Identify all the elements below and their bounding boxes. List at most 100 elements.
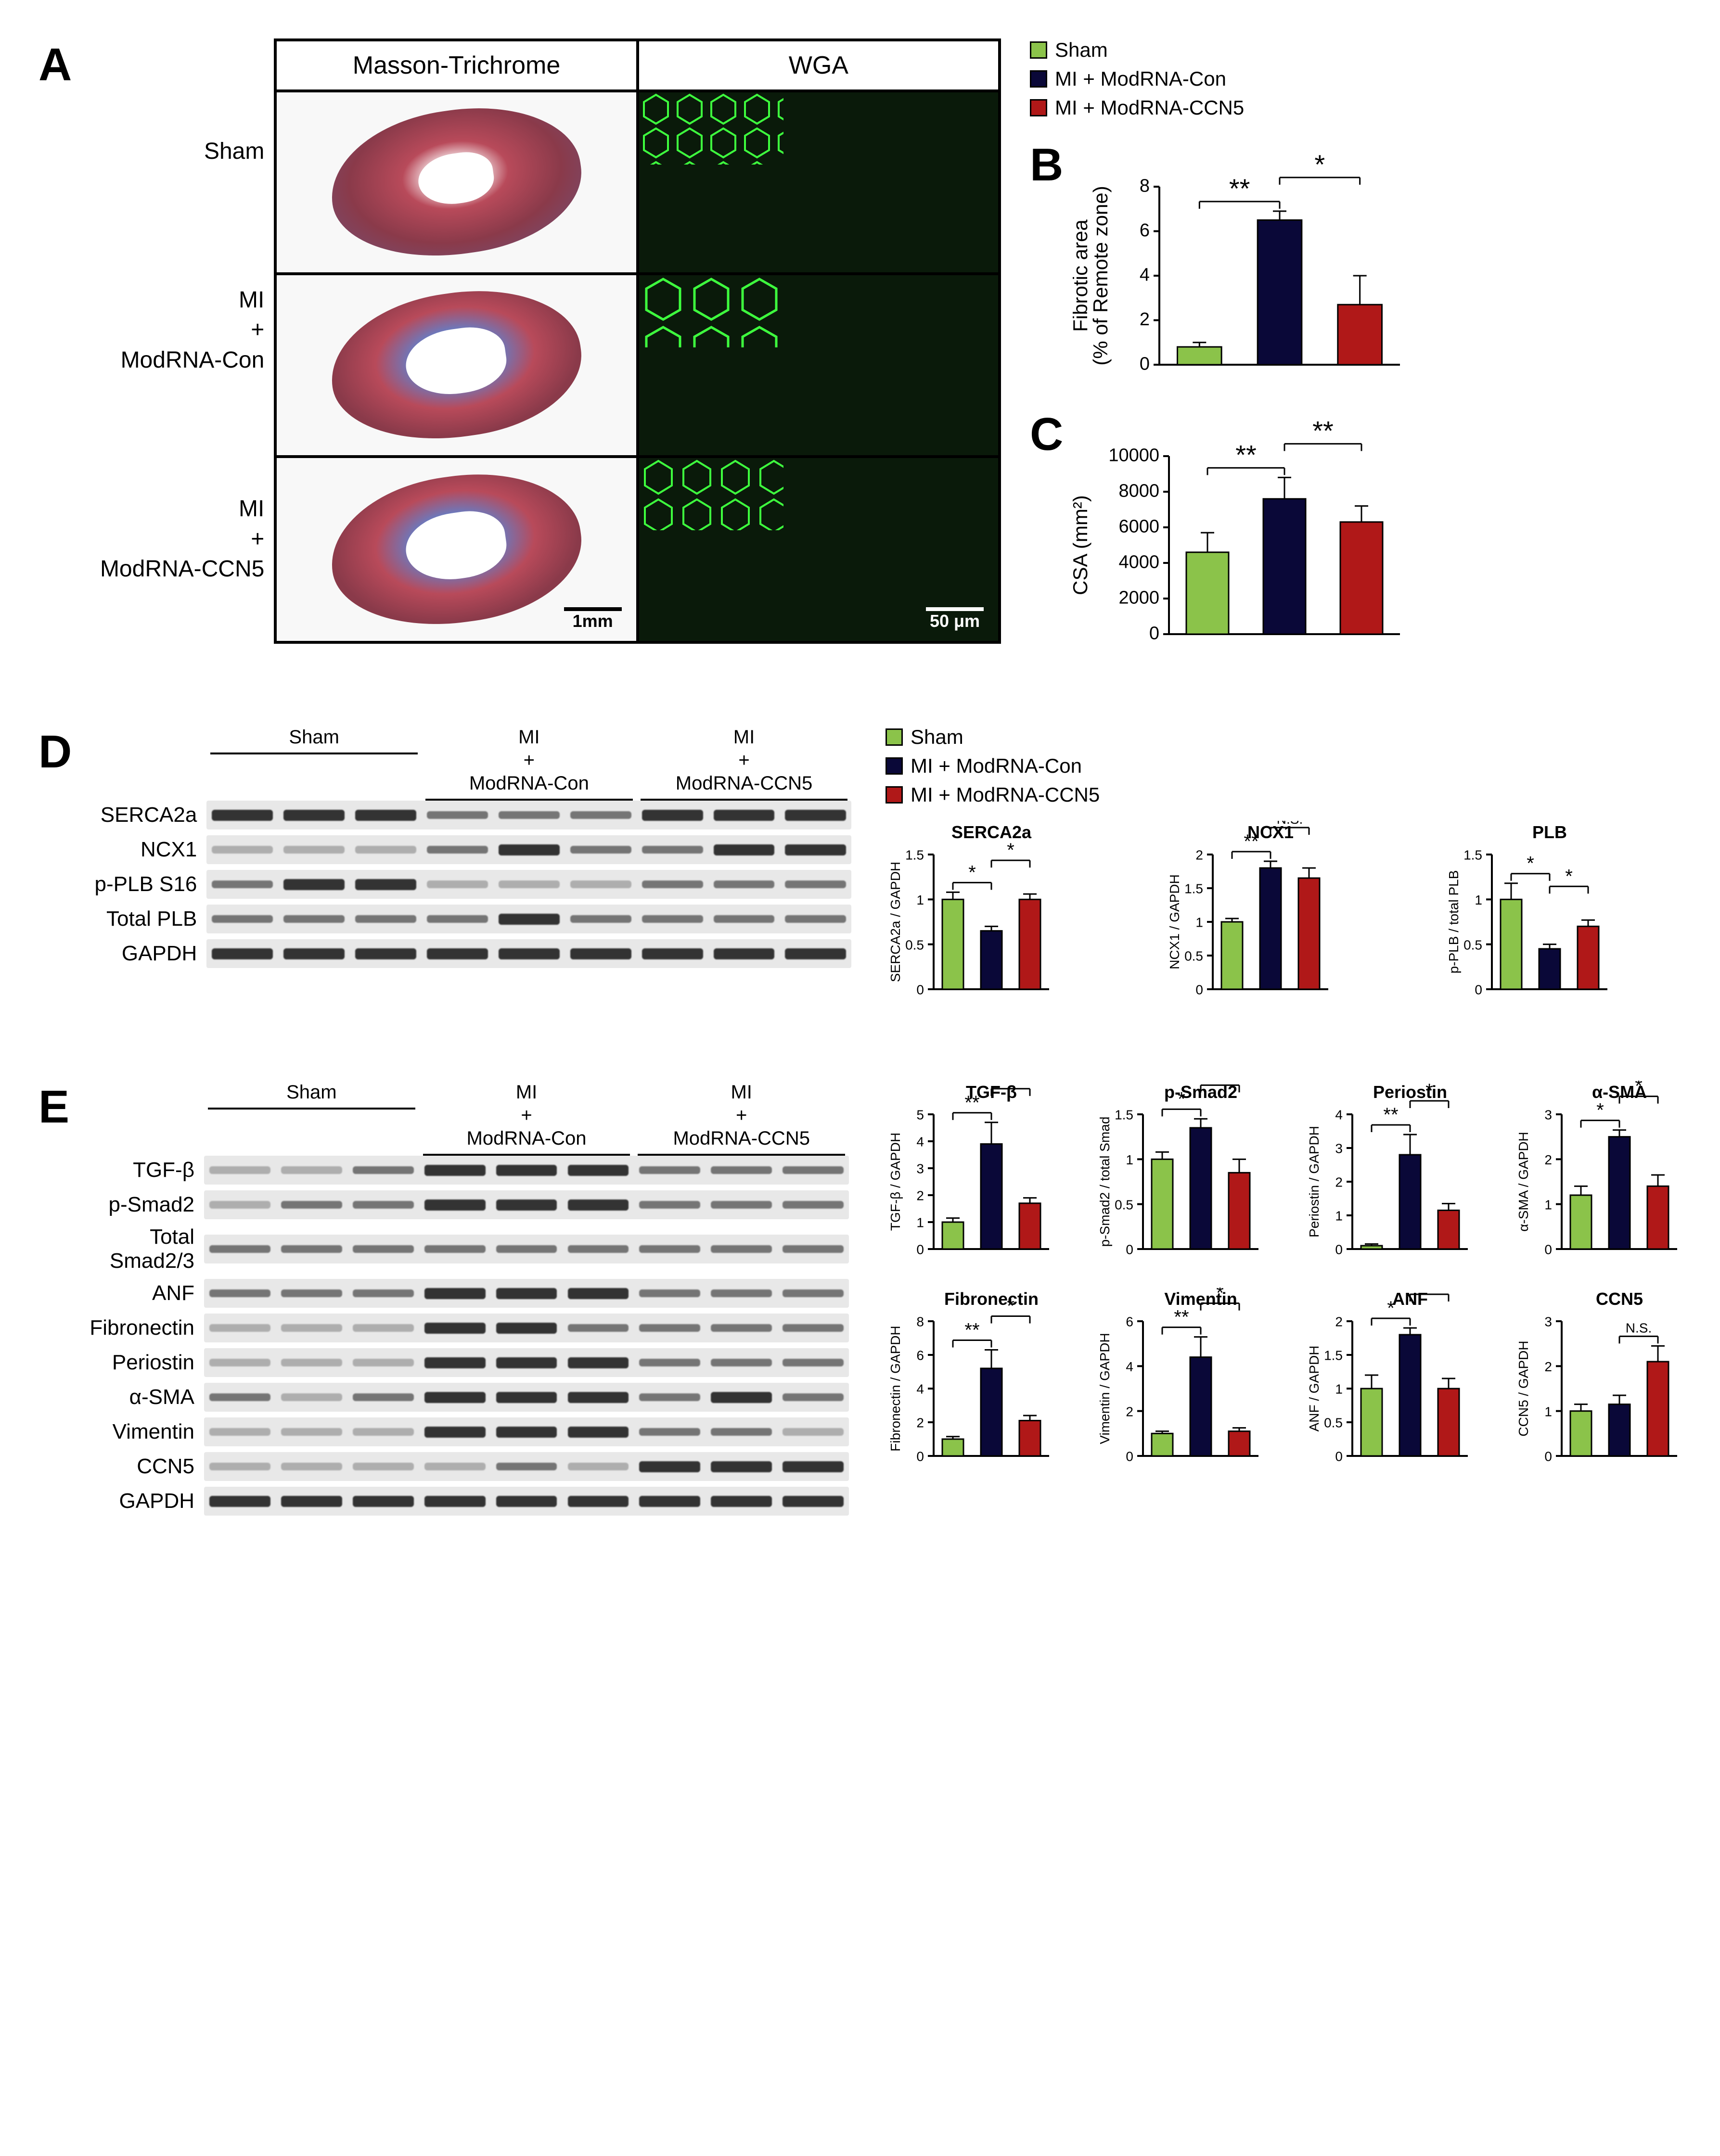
- blot-lane: [421, 1158, 489, 1183]
- blot-lane: [349, 1315, 417, 1340]
- svg-text:**: **: [1383, 1104, 1398, 1125]
- blot-band: [283, 879, 345, 890]
- svg-text:Fibronectin / GAPDH: Fibronectin / GAPDH: [888, 1326, 903, 1451]
- blot-group-header: Sham: [206, 726, 422, 801]
- blot-band: [783, 1359, 844, 1366]
- svg-text:6: 6: [1140, 220, 1150, 241]
- col-header-wga: WGA: [639, 41, 998, 89]
- blot-lane: [424, 906, 491, 931]
- svg-text:0: 0: [1149, 624, 1159, 644]
- blot-band: [499, 880, 560, 888]
- blot-lane: [636, 1315, 704, 1340]
- legend-label: MI + ModRNA-CCN5: [1055, 96, 1244, 119]
- blot-band: [212, 915, 273, 923]
- blot-row: α-SMA: [79, 1383, 849, 1412]
- panel-e-quant: 012345***TGF-β / GAPDHTGF-β00.511.5**p-S…: [886, 1081, 1704, 1480]
- blot-lane: [782, 906, 849, 931]
- blot-band: [212, 846, 273, 854]
- svg-text:0: 0: [1126, 1242, 1133, 1257]
- blot-band: [642, 948, 703, 959]
- blot-band: [639, 1496, 700, 1507]
- blot-band: [783, 1393, 844, 1401]
- blot-lane: [493, 1281, 561, 1306]
- blot-lane: [779, 1237, 847, 1262]
- blot-lane: [707, 1281, 775, 1306]
- blot-band: [209, 1496, 270, 1507]
- panel-a-label: A: [39, 38, 72, 644]
- blot-band: [353, 1359, 414, 1366]
- blot-band: [642, 880, 703, 888]
- blot-lane: [639, 941, 706, 966]
- svg-text:4: 4: [916, 1382, 924, 1397]
- svg-text:2: 2: [1544, 1359, 1552, 1374]
- blot-band: [639, 1324, 700, 1332]
- blot-row: p-Smad2: [79, 1190, 849, 1219]
- svg-text:1: 1: [1195, 915, 1203, 930]
- blot-label: Fibronectin: [79, 1316, 204, 1340]
- blot-lane: [636, 1454, 704, 1479]
- blot-lane: [710, 941, 778, 966]
- svg-text:0: 0: [1335, 1449, 1343, 1464]
- blot-lane: [707, 1315, 775, 1340]
- blot-band: [355, 846, 416, 854]
- blot-lane: [278, 1237, 346, 1262]
- blot-lane: [639, 906, 706, 931]
- blot-lane: [278, 1350, 346, 1375]
- blot-lane: [278, 1454, 346, 1479]
- blot-band: [639, 1461, 700, 1472]
- blot-row: TGF-β: [79, 1156, 849, 1185]
- blot-band: [783, 1166, 844, 1174]
- blot-lane: [206, 1489, 274, 1514]
- blot-band: [642, 846, 703, 854]
- legend-d: ShamMI + ModRNA-ConMI + ModRNA-CCN5: [886, 726, 1704, 806]
- svg-text:0: 0: [1335, 1242, 1343, 1257]
- blot-band: [353, 1245, 414, 1253]
- blot-group-header: MI+ModRNA-CCN5: [637, 726, 852, 801]
- blot-label: GAPDH: [81, 942, 206, 966]
- blot-band: [355, 879, 416, 890]
- blot-lane: [352, 941, 420, 966]
- svg-text:*: *: [1007, 840, 1014, 861]
- blot-band: [711, 1324, 772, 1332]
- blot-lane: [208, 941, 276, 966]
- svg-text:1: 1: [1475, 893, 1482, 907]
- blot-band: [711, 1428, 772, 1436]
- blot-lane: [564, 1489, 632, 1514]
- blot-band: [281, 1201, 342, 1209]
- blot-band: [711, 1359, 772, 1366]
- blot-band: [281, 1463, 342, 1470]
- blot-lane: [636, 1385, 704, 1410]
- blot-lane: [349, 1489, 417, 1514]
- svg-text:4: 4: [1140, 265, 1150, 285]
- histology-grid: Masson-Trichrome WGA: [274, 38, 1001, 644]
- wga-con: [639, 275, 998, 455]
- blot-lane: [779, 1489, 847, 1514]
- blot-band: [783, 1201, 844, 1209]
- svg-text:3: 3: [1335, 1141, 1343, 1156]
- quant-chart: 0123**α-SMA / GAPDHα-SMA: [1514, 1081, 1704, 1273]
- blot-lane: [349, 1385, 417, 1410]
- legend-item: MI + ModRNA-CCN5: [886, 783, 1704, 806]
- blot-label: p-PLB S16: [81, 872, 206, 896]
- blot-lane: [707, 1192, 775, 1217]
- blot-lane: [206, 1350, 274, 1375]
- blot-lane: [564, 1350, 632, 1375]
- svg-text:0: 0: [1140, 354, 1150, 374]
- blot-band: [496, 1392, 557, 1403]
- svg-text:Vimentin: Vimentin: [1164, 1289, 1237, 1309]
- blot-row: Total Smad2/3: [79, 1225, 849, 1273]
- blot-band: [209, 1393, 270, 1401]
- blot-band: [427, 811, 488, 819]
- svg-text:1: 1: [1335, 1382, 1343, 1397]
- blot-lane: [782, 872, 849, 897]
- blot-band: [783, 1245, 844, 1253]
- blot-band: [639, 1393, 700, 1401]
- blot-lane: [493, 1192, 561, 1217]
- scale-bar-mt: 1mm: [564, 607, 622, 631]
- blot-band: [424, 1199, 486, 1211]
- blot-band: [570, 948, 631, 959]
- legend-swatch: [886, 757, 903, 775]
- blot-lanes: [204, 1156, 849, 1185]
- blot-lane: [424, 837, 491, 862]
- legend-label: MI + ModRNA-CCN5: [911, 783, 1100, 806]
